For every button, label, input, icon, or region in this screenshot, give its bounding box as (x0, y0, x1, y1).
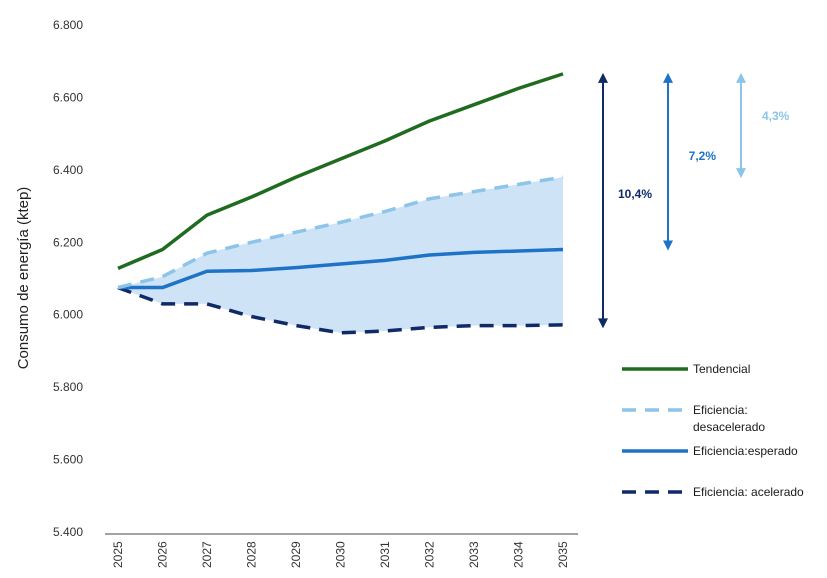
y-tick-label: 5.800 (53, 380, 83, 394)
difference-label: 7,2% (689, 149, 717, 163)
y-tick-label: 6.200 (53, 235, 83, 249)
y-tick-label: 5.400 (53, 525, 83, 539)
legend-label: Eficiencia: (693, 403, 748, 417)
x-tick-label: 2026 (156, 541, 170, 568)
y-tick-label: 5.600 (53, 453, 83, 467)
legend-label: Tendencial (693, 362, 750, 376)
series-line-tendencial (117, 72, 564, 270)
series-line-eficiencia-acelerado (117, 285, 564, 335)
arrow-head-down (663, 240, 673, 251)
y-tick-label: 6.400 (53, 163, 83, 177)
legend-label: Eficiencia: acelerado (693, 485, 804, 499)
arrow-head-up (598, 72, 608, 83)
difference-label: 4,3% (762, 109, 790, 123)
x-tick-label: 2025 (111, 541, 125, 568)
y-tick-label: 6.800 (53, 18, 83, 32)
axes: 5.400 5.600 5.800 6.000 6.200 6.400 6.600 6.800… (53, 18, 578, 568)
arrow-head-up (663, 72, 673, 83)
y-tick-label: 6.000 (53, 308, 83, 322)
x-tick-label: 2028 (245, 541, 259, 568)
series-lines (117, 72, 564, 335)
difference-annotations: 10,4% 7,2% 4,3% (598, 72, 790, 329)
series-line-eficiencia-esperado (118, 247, 564, 290)
scenario-band-layer (118, 177, 563, 333)
x-tick-label: 2032 (423, 541, 437, 568)
x-tick-label: 2035 (556, 541, 570, 568)
series-line-eficiencia-desacelerado (117, 175, 564, 290)
arrow-head-down (598, 318, 608, 329)
legend: Tendencial Eficiencia: desacelerado Eficien… (622, 362, 804, 499)
x-tick-label: 2029 (289, 541, 303, 568)
scenario-range-band (118, 177, 563, 333)
y-axis-label: Consumo de energía (ktep) (15, 187, 32, 370)
x-tick-label: 2030 (334, 541, 348, 568)
arrow-head-up (736, 72, 746, 83)
legend-label: Eficiencia:esperado (693, 444, 798, 458)
x-tick-label: 2034 (512, 541, 526, 568)
x-tick-label: 2027 (200, 541, 214, 568)
x-tick-label: 2033 (467, 541, 481, 568)
x-tick-label: 2031 (378, 541, 392, 568)
arrow-head-down (736, 168, 746, 179)
legend-label: desacelerado (693, 420, 765, 434)
difference-label: 10,4% (618, 187, 652, 201)
y-tick-label: 6.600 (53, 90, 83, 104)
